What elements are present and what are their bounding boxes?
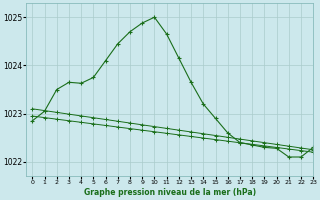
X-axis label: Graphe pression niveau de la mer (hPa): Graphe pression niveau de la mer (hPa) <box>84 188 256 197</box>
